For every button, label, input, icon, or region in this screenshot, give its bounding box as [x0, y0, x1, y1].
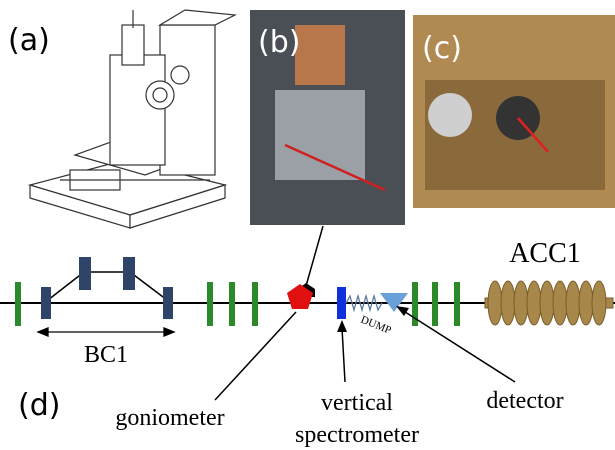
figure: (a) (b) (c) BC1 DUMP A: [0, 0, 615, 450]
bc1-span-arrow: [38, 328, 174, 336]
spectrometer-icon: [337, 287, 346, 319]
pointer: [342, 328, 345, 382]
apparatus-drawing: [30, 10, 235, 228]
label: goniometer: [115, 405, 224, 431]
photo-detail: [275, 90, 365, 180]
photo-detail: [428, 93, 472, 137]
label: vertical: [321, 390, 393, 416]
label: spectrometer: [295, 422, 419, 448]
label: BC1: [84, 342, 128, 368]
chicane-dipoles: [41, 257, 173, 319]
photo-detail: [295, 25, 345, 85]
panel-label: (d): [18, 388, 60, 423]
panel-label: (b): [258, 25, 300, 60]
panel-label: (a): [8, 23, 50, 58]
spring: [346, 296, 382, 310]
panel-label: (c): [422, 31, 462, 66]
label: ACC1: [509, 238, 581, 269]
chicane-path: [48, 272, 167, 300]
label: detector: [486, 388, 563, 414]
arrow-head: [396, 306, 409, 316]
acc1-cavity: [485, 281, 613, 325]
arrow-head: [337, 320, 347, 332]
pointer: [306, 226, 323, 286]
label: DUMP: [359, 314, 393, 337]
